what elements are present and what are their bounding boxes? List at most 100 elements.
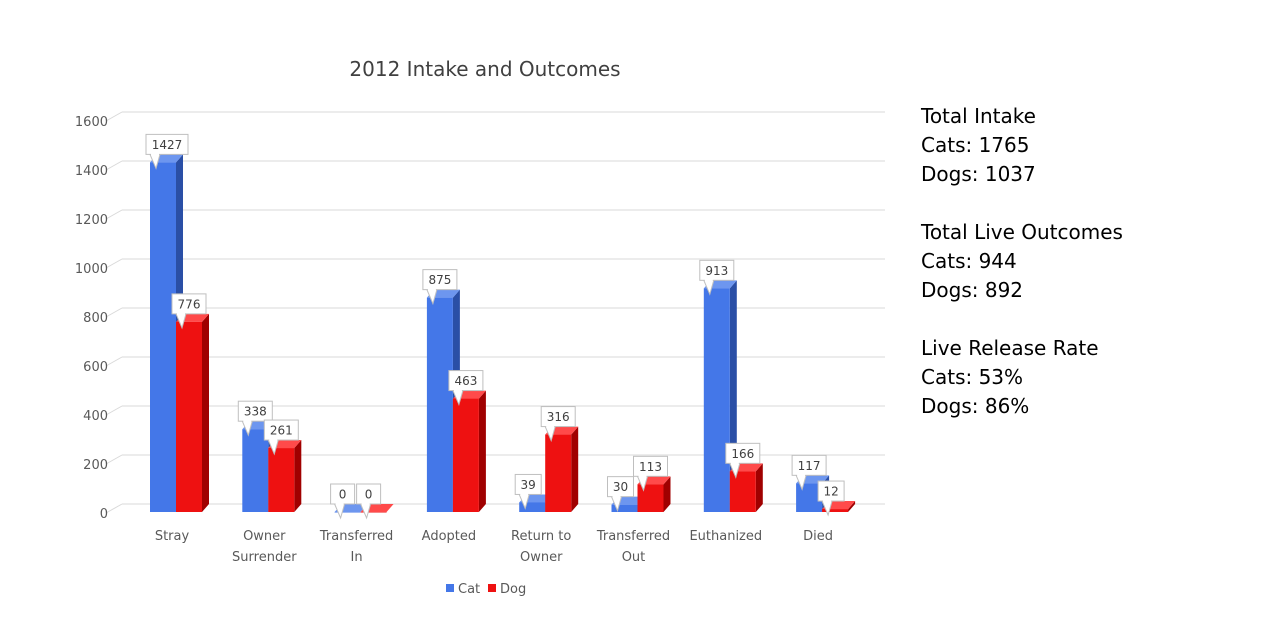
bar-front	[637, 484, 664, 512]
x-tick-label: Owner	[520, 550, 563, 565]
bar-front	[268, 448, 295, 512]
data-label: 261	[270, 424, 293, 438]
data-label-callout: 463	[448, 370, 484, 407]
callout-join	[361, 503, 370, 505]
x-tick-label: Stray	[155, 529, 190, 544]
live-outcomes-heading: Total Live Outcomes	[921, 220, 1123, 244]
data-label: 913	[705, 264, 728, 278]
data-label: 0	[339, 488, 347, 502]
bar-side	[755, 463, 763, 512]
data-label: 316	[547, 410, 570, 424]
y-tick-label: 0	[100, 507, 108, 522]
callout-join	[730, 462, 739, 465]
callout-box	[725, 442, 761, 464]
data-label-callout: 166	[725, 442, 761, 479]
bar-dog	[176, 313, 209, 512]
callout-join	[151, 153, 159, 156]
callout-join	[243, 420, 252, 423]
y-tick-label: 200	[83, 458, 108, 473]
callout-join	[823, 500, 832, 503]
callout-join	[269, 439, 278, 442]
callout-box	[237, 400, 273, 422]
callout-join	[546, 425, 555, 428]
x-tick-label: Died	[803, 529, 833, 544]
callout-box	[263, 419, 299, 441]
bar-side	[478, 390, 486, 512]
bar-front	[545, 434, 572, 512]
data-label-callout: 12	[817, 480, 845, 517]
summary-panel: Total Intake Cats: 1765 Dogs: 1037 Total…	[921, 102, 1123, 450]
data-label-callout: 39	[514, 473, 542, 510]
bar-side	[663, 476, 671, 512]
release-rate-dogs: Dogs: 86%	[921, 394, 1030, 418]
y-tick-label: 600	[83, 360, 108, 375]
data-label: 0	[365, 488, 373, 502]
bar-front	[176, 321, 202, 512]
bar-front	[150, 162, 176, 512]
live-outcomes-cats: Cats: 944	[921, 249, 1017, 273]
intake-outcomes-chart: 2012 Intake and Outcomes 0 200 400 600 800 10…	[75, 57, 885, 597]
release-rate-block: Live Release Rate Cats: 53% Dogs: 86%	[921, 334, 1123, 421]
total-intake-heading: Total Intake	[921, 104, 1036, 128]
data-label: 875	[428, 273, 451, 287]
callout-box	[633, 455, 668, 477]
x-tick-label: Surrender	[232, 550, 297, 565]
live-outcomes-block: Total Live Outcomes Cats: 944 Dogs: 892	[921, 218, 1123, 305]
y-axis-ticks: 0 200 400 600 800 1000 1200 1400 1600	[75, 115, 108, 522]
bar-front	[822, 509, 849, 512]
x-tick-label: Owner	[243, 529, 286, 544]
x-tick-label: Adopted	[422, 529, 476, 544]
data-label: 39	[521, 478, 536, 492]
bar-cat	[426, 289, 460, 512]
x-tick-label: Transferred	[596, 529, 670, 544]
callout-box	[422, 269, 458, 291]
x-tick-label: Out	[622, 550, 646, 565]
data-label-callout: 338	[237, 400, 273, 437]
callout-join	[520, 493, 529, 496]
callout-join	[335, 503, 344, 505]
bar-side	[202, 313, 209, 512]
bar-dog	[452, 390, 486, 512]
bar-front	[452, 398, 479, 512]
y-tick-label: 1200	[75, 213, 108, 228]
legend-label: Dog	[500, 582, 526, 597]
x-tick-label: In	[351, 550, 363, 565]
bar-side	[294, 440, 302, 512]
bar-front	[611, 504, 638, 512]
data-label-callout: 0	[356, 483, 382, 520]
y-tick-label: 800	[83, 311, 108, 326]
gridline-depth	[105, 160, 123, 171]
x-axis-labels: Stray Owner Surrender Transferred In Adopted R…	[155, 529, 833, 565]
bar-front	[703, 288, 730, 512]
data-label-callout: 875	[422, 269, 458, 306]
gridline-depth	[105, 209, 123, 220]
gridlines	[105, 111, 885, 514]
data-label: 463	[454, 374, 477, 388]
release-rate-cats: Cats: 53%	[921, 365, 1024, 389]
bar-front	[334, 512, 361, 513]
bar-front	[426, 297, 453, 512]
legend-label: Cat	[458, 582, 480, 597]
data-label: 776	[178, 297, 201, 311]
gridline-depth	[105, 307, 123, 318]
callout-box	[448, 370, 484, 392]
callout-box	[145, 133, 189, 155]
legend: Cat Dog	[446, 582, 526, 597]
callout-join	[427, 288, 436, 291]
callout-box	[791, 454, 827, 476]
data-label: 1427	[152, 138, 183, 152]
bar-side	[571, 426, 579, 512]
total-intake-cats: Cats: 1765	[921, 133, 1030, 157]
x-tick-label: Return to	[511, 529, 571, 544]
bar-front	[519, 502, 546, 512]
callout-join	[612, 495, 621, 498]
chart-title: 2012 Intake and Outcomes	[349, 57, 620, 81]
data-label-callout: 30	[607, 476, 634, 513]
x-tick-label: Euthanized	[689, 529, 762, 544]
data-label-callout: 316	[540, 406, 576, 443]
gridline-depth	[105, 503, 123, 514]
bar-side	[848, 501, 856, 512]
data-label-callout: 261	[263, 419, 299, 456]
x-tick-label: Transferred	[319, 529, 393, 544]
data-label: 30	[613, 480, 628, 494]
